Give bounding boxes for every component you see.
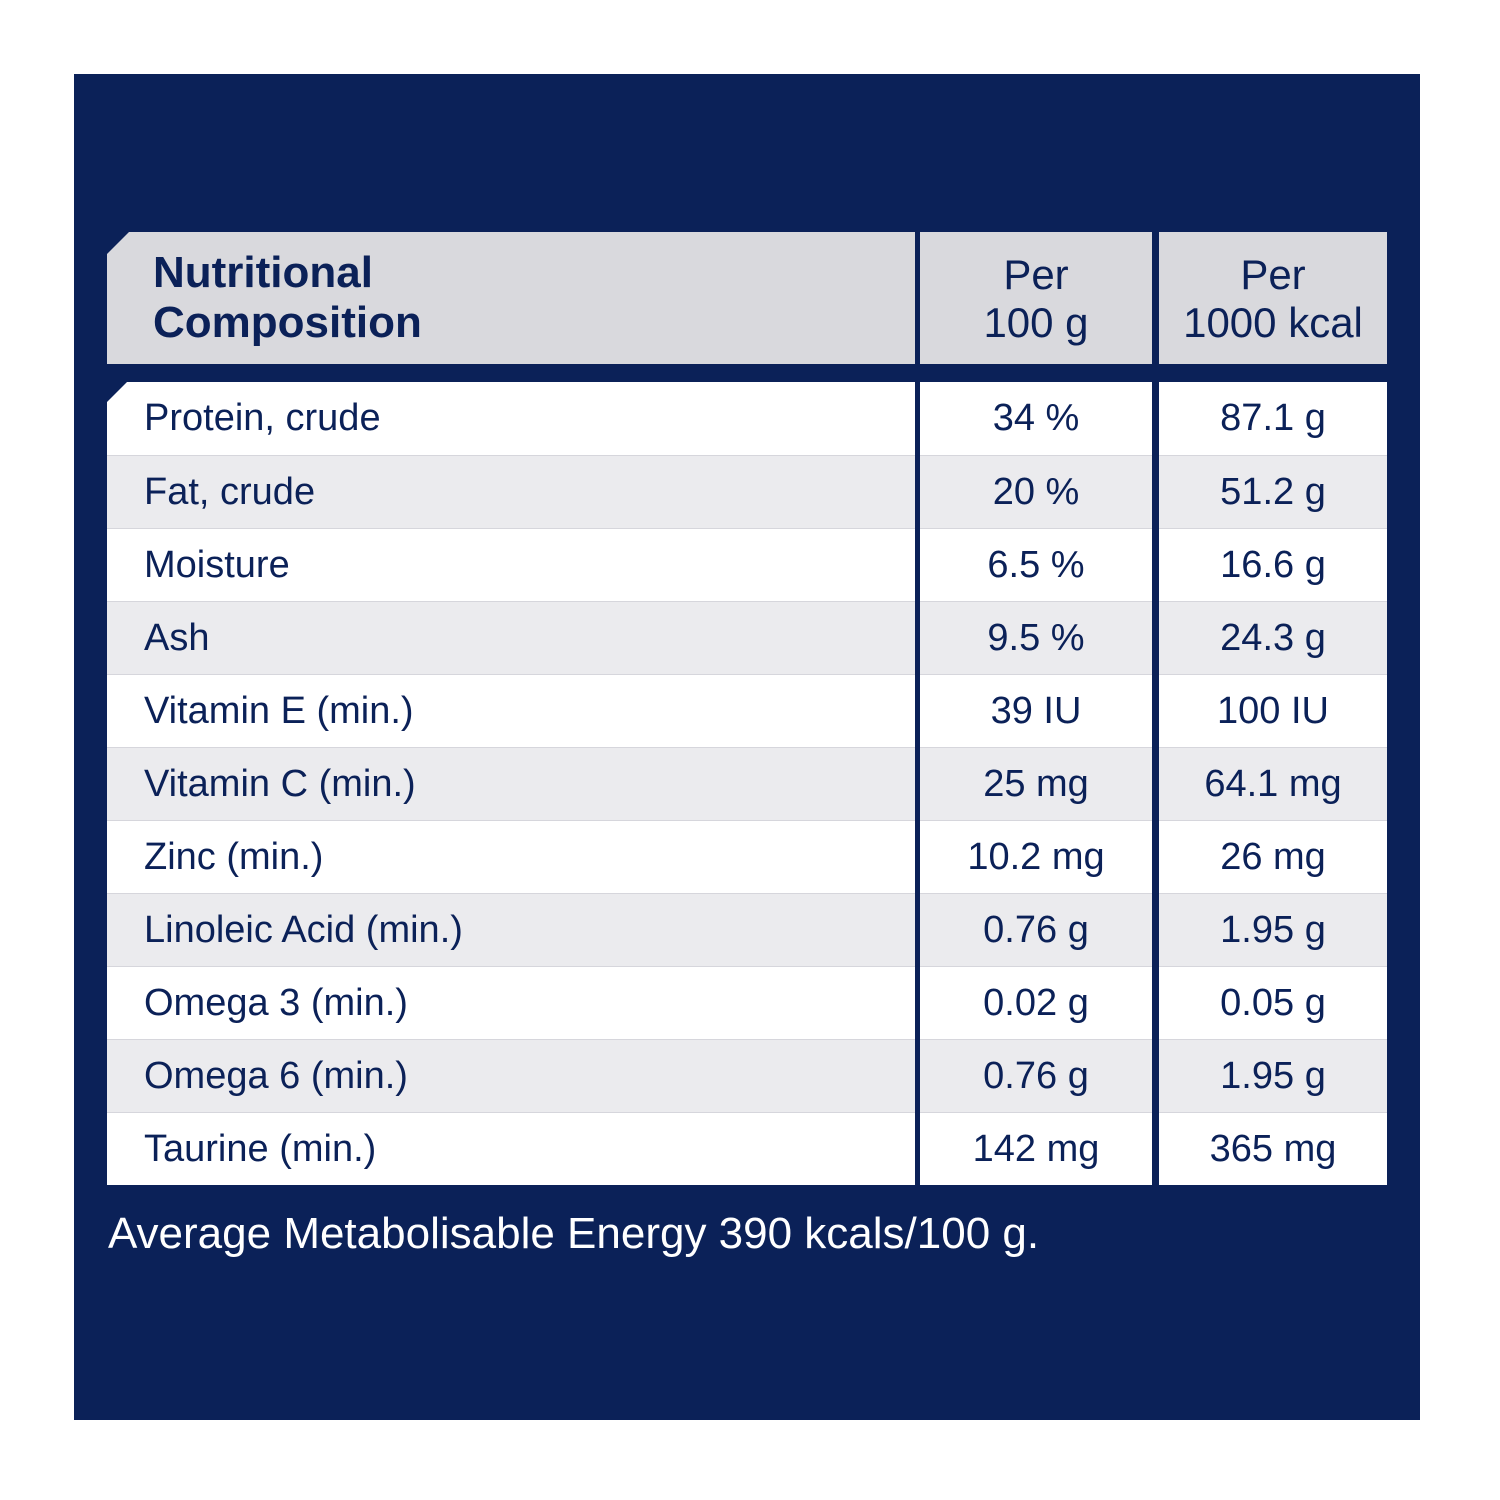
value-per-1000kcal: 87.1 g — [1159, 382, 1387, 455]
value-per-1000kcal: 1.95 g — [1159, 1039, 1387, 1112]
nutrient-name: Vitamin C (min.) — [107, 747, 915, 820]
value-per-1000kcal: 1.95 g — [1159, 893, 1387, 966]
nutrient-name: Omega 3 (min.) — [107, 966, 915, 1039]
value-per-1000kcal: 0.05 g — [1159, 966, 1387, 1039]
value-per-100g: 9.5 % — [920, 601, 1152, 674]
header-col1-line1: Nutritional — [153, 248, 373, 297]
nutrient-name: Taurine (min.) — [107, 1112, 915, 1185]
table-row: Taurine (min.) 142 mg 365 mg — [107, 1112, 1387, 1185]
header-col3-line2: 1000 kcal — [1183, 299, 1363, 346]
value-per-1000kcal: 24.3 g — [1159, 601, 1387, 674]
value-per-100g: 6.5 % — [920, 528, 1152, 601]
table-row: Linoleic Acid (min.) 0.76 g 1.95 g — [107, 893, 1387, 966]
table-row: Omega 6 (min.) 0.76 g 1.95 g — [107, 1039, 1387, 1112]
table-row: Protein, crude 34 % 87.1 g — [107, 382, 1387, 455]
header-col3-line1: Per — [1240, 251, 1306, 298]
table-body: Protein, crude 34 % 87.1 g Fat, crude 20… — [107, 382, 1387, 1185]
value-per-100g: 0.76 g — [920, 893, 1152, 966]
header-col2-line2: 100 g — [983, 299, 1089, 346]
value-per-100g: 10.2 mg — [920, 820, 1152, 893]
header-per-1000kcal: Per 1000 kcal — [1159, 232, 1387, 364]
nutrient-name: Ash — [107, 601, 915, 674]
nutrient-name: Moisture — [107, 528, 915, 601]
value-per-1000kcal: 100 IU — [1159, 674, 1387, 747]
nutrition-panel: Nutritional Composition Per 100 g Per 10… — [74, 74, 1420, 1420]
table-row: Fat, crude 20 % 51.2 g — [107, 455, 1387, 528]
table-header: Nutritional Composition Per 100 g Per 10… — [107, 232, 1387, 364]
nutrient-name: Protein, crude — [107, 382, 915, 455]
value-per-100g: 0.02 g — [920, 966, 1152, 1039]
value-per-1000kcal: 16.6 g — [1159, 528, 1387, 601]
value-per-1000kcal: 26 mg — [1159, 820, 1387, 893]
table-row: Ash 9.5 % 24.3 g — [107, 601, 1387, 674]
header-nutritional-composition: Nutritional Composition — [107, 232, 915, 364]
value-per-100g: 20 % — [920, 455, 1152, 528]
table-row: Omega 3 (min.) 0.02 g 0.05 g — [107, 966, 1387, 1039]
nutrient-name: Vitamin E (min.) — [107, 674, 915, 747]
energy-footnote: Average Metabolisable Energy 390 kcals/1… — [108, 1209, 1040, 1258]
table-row: Moisture 6.5 % 16.6 g — [107, 528, 1387, 601]
nutrient-name: Omega 6 (min.) — [107, 1039, 915, 1112]
nutrient-name: Fat, crude — [107, 455, 915, 528]
value-per-100g: 25 mg — [920, 747, 1152, 820]
value-per-1000kcal: 51.2 g — [1159, 455, 1387, 528]
value-per-100g: 39 IU — [920, 674, 1152, 747]
table-row: Zinc (min.) 10.2 mg 26 mg — [107, 820, 1387, 893]
value-per-100g: 142 mg — [920, 1112, 1152, 1185]
nutrient-name: Zinc (min.) — [107, 820, 915, 893]
nutrient-name: Linoleic Acid (min.) — [107, 893, 915, 966]
table-row: Vitamin C (min.) 25 mg 64.1 mg — [107, 747, 1387, 820]
table-row: Vitamin E (min.) 39 IU 100 IU — [107, 674, 1387, 747]
value-per-1000kcal: 64.1 mg — [1159, 747, 1387, 820]
header-per-100g: Per 100 g — [920, 232, 1152, 364]
header-col2-line1: Per — [1003, 251, 1069, 298]
header-col1-line2: Composition — [153, 298, 422, 347]
value-per-1000kcal: 365 mg — [1159, 1112, 1387, 1185]
value-per-100g: 34 % — [920, 382, 1152, 455]
value-per-100g: 0.76 g — [920, 1039, 1152, 1112]
